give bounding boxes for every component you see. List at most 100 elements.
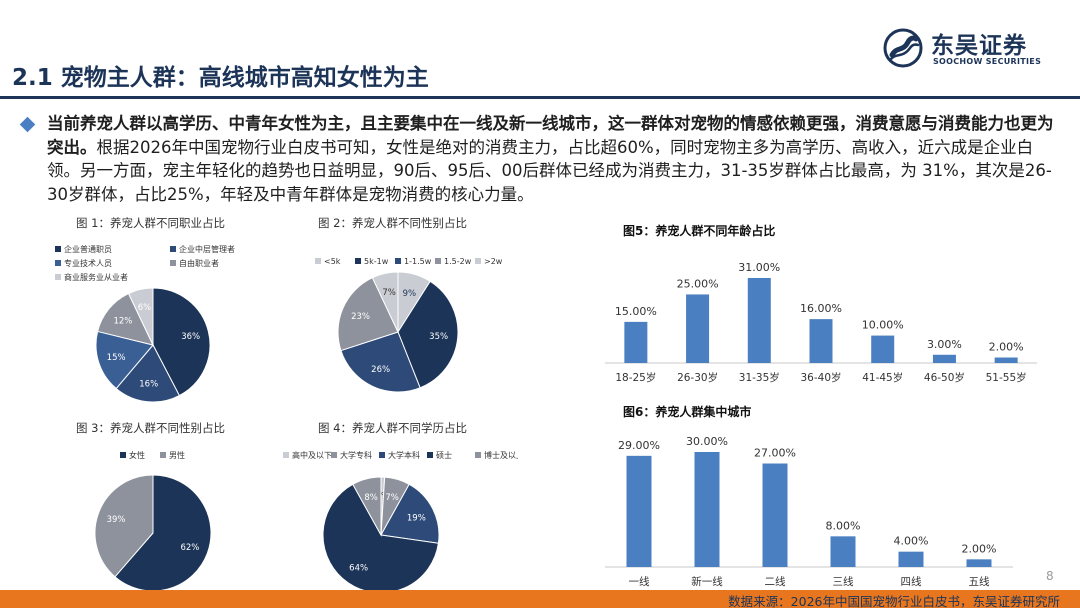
data-source: 数据来源：2026年中国国宠物行业白皮书，东吴证券研究所 bbox=[728, 594, 1060, 609]
summary-bold-text: 当前养宠人群以高学历、中青年女性为主，且主要集中在一线及新一线城市，这一群体对宠… bbox=[47, 114, 1054, 157]
pie-slice-label: 62% bbox=[180, 543, 199, 553]
pie-slice-label: 23% bbox=[351, 312, 370, 322]
bar-value-label: 2.00% bbox=[962, 542, 997, 555]
legend-label: >2w bbox=[484, 257, 503, 266]
pie-slice bbox=[114, 474, 212, 592]
pie-slice bbox=[127, 287, 154, 346]
legend-label: 硕士 bbox=[436, 450, 452, 460]
pie-slice-label: 7% bbox=[382, 288, 396, 298]
pie-slice-label: 15% bbox=[107, 353, 126, 363]
bar-value-label: 25.00% bbox=[677, 277, 719, 290]
legend-swatch bbox=[315, 258, 321, 264]
legend-swatch bbox=[475, 452, 481, 458]
fig4-title: 图 4：养宠人群不同学历占比 bbox=[318, 421, 467, 435]
pie-slice bbox=[352, 476, 382, 537]
legend-label: 专业技术人员 bbox=[64, 258, 112, 268]
x-tick-label: 51-55岁 bbox=[986, 371, 1027, 384]
legend-swatch bbox=[427, 452, 433, 458]
fig5-title: 图5：养宠人群不同年龄占比 bbox=[623, 224, 776, 238]
bar-value-label: 4.00% bbox=[894, 535, 929, 548]
bar bbox=[966, 559, 992, 567]
pie-slice bbox=[337, 277, 399, 352]
pie-slice bbox=[371, 271, 399, 333]
legend-swatch bbox=[160, 452, 166, 458]
legend-swatch bbox=[395, 258, 401, 264]
x-tick-label: 18-25岁 bbox=[615, 371, 656, 384]
pie-slice bbox=[97, 292, 154, 346]
fig3-title: 图 3：养宠人群不同性别占比 bbox=[76, 421, 225, 435]
bar-value-label: 15.00% bbox=[615, 305, 657, 318]
title-divider bbox=[0, 96, 1080, 99]
legend-label: 大学本科 bbox=[388, 450, 420, 460]
summary-paragraph: 当前养宠人群以高学历、中青年女性为主，且主要集中在一线及新一线城市，这一群体对宠… bbox=[47, 112, 1057, 206]
legend-swatch bbox=[283, 452, 289, 458]
company-logo: 东吴证券 SOOCHOW SECURITIES bbox=[883, 28, 1073, 68]
x-tick-label: 31-35岁 bbox=[739, 371, 780, 384]
page-number: 8 bbox=[1046, 569, 1054, 583]
bar bbox=[762, 463, 788, 567]
fig6-bar-chart: 29.00% 一线 30.00% 新一线 27.00% 二线 8.00% 三线 4.00% 四线 2… bbox=[605, 435, 1013, 588]
legend-label: 1.5-2w bbox=[444, 257, 472, 266]
x-tick-label: 二线 bbox=[765, 575, 786, 588]
pie-slice-label: 1% bbox=[376, 492, 390, 502]
x-tick-label: 36-40岁 bbox=[800, 371, 841, 384]
legend-swatch bbox=[331, 452, 337, 458]
legend-swatch bbox=[170, 260, 176, 266]
x-tick-label: 三线 bbox=[833, 575, 854, 588]
page-title: 2.1 宠物主人群：高线城市高知女性为主 bbox=[12, 65, 429, 91]
legend-swatch bbox=[435, 258, 441, 264]
legend-label: 企业中层管理者 bbox=[179, 244, 235, 254]
pie-slice bbox=[94, 474, 154, 578]
pie-slice bbox=[380, 483, 440, 544]
legend-swatch bbox=[170, 246, 176, 252]
bar bbox=[871, 335, 895, 363]
pie-slice-label: 39% bbox=[107, 515, 126, 525]
pie-slice bbox=[95, 330, 154, 390]
fig2-pie-chart: <5k 5k-1w 1-1.5w 1.5-2w >2w 9% 35% 26% 23% 7% bbox=[315, 257, 503, 393]
bar bbox=[994, 357, 1018, 363]
legend-label: 高中及以下 bbox=[292, 450, 332, 460]
legend-label: 女性 bbox=[129, 450, 145, 460]
fig2-title: 图 2：养宠人群不同性别占比 bbox=[318, 216, 467, 230]
bar bbox=[624, 321, 648, 363]
bar bbox=[694, 452, 720, 567]
pie-slice bbox=[152, 287, 211, 397]
legend-label: 商业服务业从业者 bbox=[64, 272, 128, 282]
legend-label: 大学专科 bbox=[340, 450, 372, 460]
pie-slice bbox=[340, 331, 421, 393]
pie-slice bbox=[322, 483, 439, 593]
legend-swatch bbox=[379, 452, 385, 458]
pie-slice-label: 7% bbox=[385, 493, 399, 503]
fig5-bar-chart: 15.00% 18-25岁 25.00% 26-30岁 31.00% 31-35岁 16.0… bbox=[605, 261, 1037, 384]
pie-slice-label: 36% bbox=[181, 332, 200, 342]
legend-swatch bbox=[355, 258, 361, 264]
bar bbox=[932, 354, 956, 363]
legend-swatch bbox=[475, 258, 481, 264]
footer-bar bbox=[0, 590, 1080, 608]
x-tick-label: 五线 bbox=[969, 575, 990, 588]
fig6-title: 图6：养宠人群集中城市 bbox=[623, 405, 752, 419]
pie-slice-label: 9% bbox=[403, 289, 417, 299]
pie-slice bbox=[397, 280, 459, 389]
x-tick-label: 新一线 bbox=[691, 575, 723, 588]
legend-label: 男性 bbox=[169, 450, 185, 460]
legend-label: 1-1.5w bbox=[404, 257, 432, 266]
legend-swatch bbox=[55, 274, 61, 280]
legend-label: 博士及以上 bbox=[484, 450, 518, 460]
logo-mark-icon bbox=[883, 28, 923, 68]
fig1-title: 图 1：养宠人群不同职业占比 bbox=[76, 216, 225, 230]
bar bbox=[626, 455, 652, 567]
bar-value-label: 16.00% bbox=[800, 302, 842, 315]
pie-slice bbox=[115, 344, 181, 403]
x-tick-label: 一线 bbox=[629, 575, 650, 588]
legend-label: <5k bbox=[324, 257, 341, 266]
x-tick-label: 41-45岁 bbox=[862, 371, 903, 384]
bar-value-label: 10.00% bbox=[862, 319, 904, 332]
pie-slice-label: 35% bbox=[429, 332, 448, 342]
pie-slice-label: 64% bbox=[349, 563, 368, 573]
x-tick-label: 四线 bbox=[901, 575, 922, 588]
pie-slice-label: 26% bbox=[371, 365, 390, 375]
legend-label: 5k-1w bbox=[364, 257, 389, 266]
bar bbox=[898, 551, 924, 567]
